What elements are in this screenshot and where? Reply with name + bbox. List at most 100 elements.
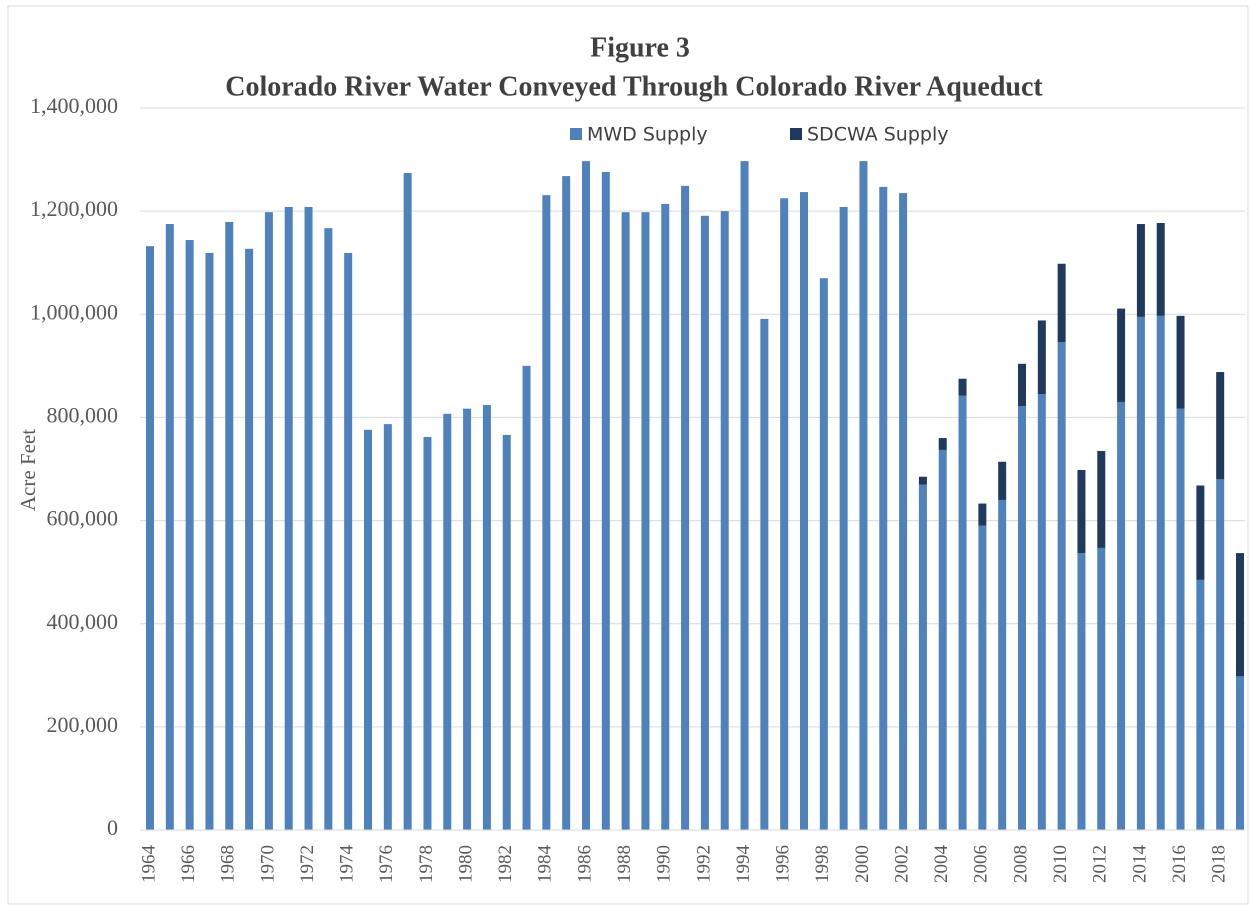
- bar-segment: [621, 212, 630, 830]
- chart-frame: [7, 5, 1249, 905]
- y-axis-label: Acre Feet: [16, 429, 40, 511]
- bar-segment: [1176, 408, 1185, 830]
- bar-segment: [364, 429, 372, 830]
- bar-segment: [165, 224, 174, 831]
- bar-segment: [1136, 316, 1145, 831]
- bar-segment: [225, 221, 234, 831]
- x-tick-label: 2010: [1050, 845, 1071, 883]
- x-tick-label: 1980: [455, 845, 476, 883]
- x-tick-label: 2012: [1090, 845, 1111, 883]
- bar-segment: [423, 437, 432, 830]
- bar-segment: [1018, 406, 1026, 830]
- bar-segment: [522, 365, 531, 830]
- bar-segment: [1236, 553, 1244, 677]
- bar-segment: [1018, 363, 1026, 407]
- chart-title: Figure 3: [590, 32, 690, 63]
- x-tick-label: 1968: [218, 845, 239, 883]
- chart-subtitle: Colorado River Water Conveyed Through Co…: [225, 71, 1043, 102]
- bar-segment: [978, 503, 987, 526]
- x-tick-label: 1982: [495, 845, 516, 883]
- bar-segment: [700, 215, 709, 830]
- y-tick-label: 1,400,000: [30, 93, 118, 118]
- bar-segment: [185, 240, 194, 831]
- x-tick-label: 2004: [931, 845, 952, 884]
- bar-segment: [938, 438, 947, 450]
- y-tick-label: 400,000: [47, 609, 119, 634]
- y-tick-label: 0: [107, 815, 118, 840]
- bar-segment: [740, 161, 749, 830]
- x-tick-label: 2016: [1169, 845, 1190, 883]
- bar-segment: [205, 252, 214, 830]
- bar-segment: [958, 378, 967, 396]
- bar-segment: [284, 207, 293, 830]
- bar-segment: [1037, 394, 1046, 830]
- bar-segment: [502, 434, 511, 830]
- x-tick-label: 1978: [416, 845, 437, 883]
- x-tick-label: 1990: [654, 845, 675, 883]
- bar-segment: [443, 413, 452, 830]
- bar-segment: [998, 499, 1007, 830]
- y-tick-label: 1,200,000: [30, 196, 118, 221]
- bar-segment: [800, 192, 808, 831]
- bar-segment: [1216, 372, 1225, 480]
- x-tick-label: 1998: [812, 845, 833, 883]
- bar-segment: [819, 278, 828, 831]
- x-tick-label: 1976: [376, 845, 397, 883]
- bar-segment: [998, 461, 1007, 500]
- bar-segment: [344, 252, 353, 830]
- bar-segment: [839, 207, 848, 830]
- bar-segment: [760, 318, 769, 830]
- bar-segment: [1156, 315, 1165, 830]
- legend-label: SDCWA Supply: [807, 124, 949, 146]
- bar-segment: [1097, 450, 1106, 548]
- bar-segment: [978, 525, 987, 830]
- bar-segment: [1136, 224, 1145, 317]
- bar-segment: [1117, 401, 1126, 830]
- bar-segment: [1037, 320, 1046, 395]
- x-tick-label: 1988: [614, 845, 635, 883]
- bar-segment: [918, 484, 927, 830]
- bar-segment: [1077, 553, 1086, 830]
- x-tick-label: 1964: [138, 845, 159, 884]
- bar-segment: [780, 198, 789, 830]
- bar-segment: [601, 171, 610, 830]
- y-tick-label: 200,000: [47, 712, 119, 737]
- y-tick-label: 1,000,000: [30, 299, 118, 324]
- bar-segment: [859, 161, 868, 830]
- bar-segment: [324, 228, 333, 830]
- x-tick-label: 2008: [1010, 845, 1031, 883]
- x-tick-label: 2002: [891, 845, 912, 883]
- x-tick-label: 2018: [1209, 845, 1230, 883]
- bar-segment: [1117, 308, 1126, 402]
- x-tick-label: 1974: [337, 845, 358, 884]
- bar-segment: [720, 211, 729, 831]
- bar-segment: [264, 212, 273, 830]
- bar-segment: [1196, 485, 1205, 580]
- bar-segment: [661, 203, 670, 830]
- bar-segment: [482, 405, 491, 830]
- y-tick-label: 800,000: [47, 402, 119, 427]
- y-tick-label: 600,000: [47, 506, 119, 531]
- bar-segment: [463, 408, 472, 830]
- bar-segment: [562, 176, 571, 830]
- x-tick-label: 2014: [1129, 845, 1150, 884]
- x-tick-label: 1992: [693, 845, 714, 883]
- bar-segment: [958, 395, 967, 830]
- bar-segment: [582, 161, 590, 830]
- x-tick-label: 2006: [971, 845, 992, 883]
- x-tick-label: 1994: [733, 845, 754, 884]
- bar-segment: [245, 248, 254, 831]
- bar-segment: [1057, 342, 1066, 830]
- x-tick-label: 1986: [574, 845, 595, 883]
- legend-label: MWD Supply: [587, 124, 708, 146]
- bar-segment: [918, 476, 927, 485]
- bar-segment: [899, 193, 908, 831]
- bar-segment: [1077, 470, 1086, 554]
- bar-segment: [938, 449, 947, 830]
- bar-segment: [681, 185, 690, 830]
- x-tick-label: 1996: [773, 845, 794, 883]
- bar-segment: [403, 172, 412, 831]
- bar-segment: [542, 195, 551, 831]
- x-tick-label: 1984: [535, 845, 556, 884]
